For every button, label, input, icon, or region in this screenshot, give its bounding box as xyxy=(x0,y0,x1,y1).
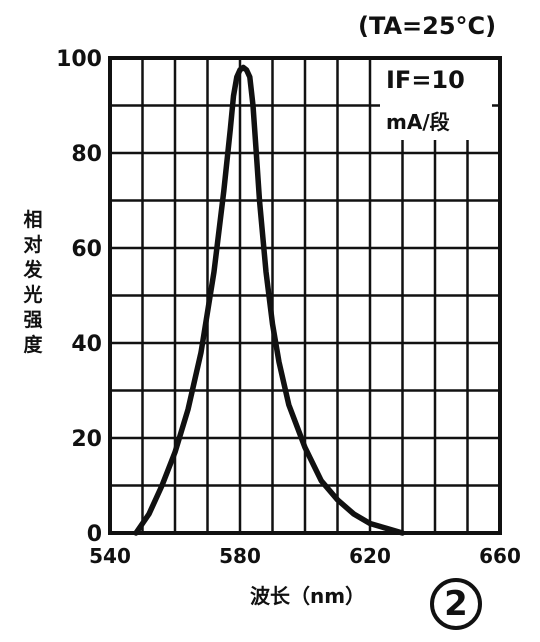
x-tick-label: 540 xyxy=(89,544,131,568)
x-axis-label: 波长（nm） xyxy=(250,584,366,608)
y-tick-label: 80 xyxy=(71,142,102,167)
y-tick-label: 0 xyxy=(87,522,102,547)
y-tick-label: 100 xyxy=(56,47,102,72)
plot-frame xyxy=(108,56,502,535)
legend-forward-current: IF=10 xyxy=(386,66,465,94)
series-layer xyxy=(133,64,406,536)
legend-box xyxy=(380,60,492,140)
x-tick-label: 660 xyxy=(479,544,521,568)
plot-border xyxy=(108,56,502,535)
x-tick-label: 580 xyxy=(219,544,261,568)
spectrum-curve xyxy=(133,64,406,536)
legend-unit: mA/段 xyxy=(386,110,450,134)
y-tick-label: 20 xyxy=(71,427,102,452)
tick-labels: 0 20 40 60 80 100 540 580 620 660 xyxy=(56,47,521,568)
figure-number-badge: 2 xyxy=(430,578,482,630)
temperature-condition: (TA=25°C) xyxy=(358,12,497,40)
y-tick-label: 60 xyxy=(71,237,102,262)
x-tick-label: 620 xyxy=(349,544,391,568)
y-tick-label: 40 xyxy=(71,332,102,357)
y-axis-label: 相对发光强度 xyxy=(23,209,43,356)
grid xyxy=(110,58,500,533)
